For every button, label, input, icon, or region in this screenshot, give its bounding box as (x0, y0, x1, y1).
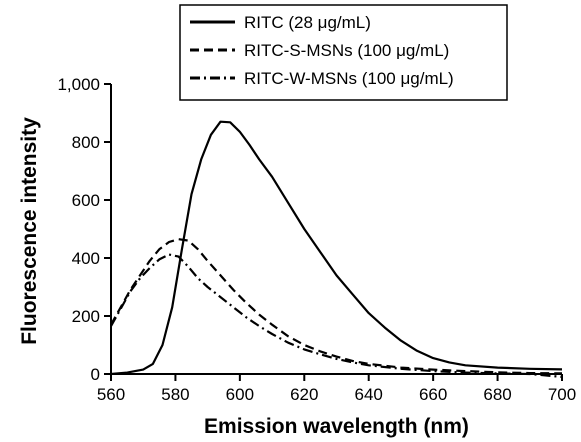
y-axis-title: Fluorescence intensity (18, 117, 41, 345)
x-tick-label: 640 (355, 385, 383, 404)
y-tick-label: 0 (91, 365, 100, 384)
y-tick-label: 200 (72, 307, 100, 326)
legend: RITC (28 μg/mL) RITC-S-MSNs (100 μg/mL) RI… (179, 4, 508, 101)
x-ticks: 560 580 600 620 640 660 680 700 (97, 374, 576, 404)
series-line-2 (110, 238, 563, 375)
x-tick-label: 580 (161, 385, 189, 404)
legend-label-2: RITC-S-MSNs (100 μg/mL) (244, 41, 449, 60)
legend-label-3: RITC-W-MSNs (100 μg/mL) (244, 69, 454, 88)
x-tick-label: 680 (483, 385, 511, 404)
series-line-3 (110, 253, 563, 378)
y-tick-label: 800 (72, 133, 100, 152)
y-tick-label: 400 (72, 249, 100, 268)
x-tick-label: 620 (290, 385, 318, 404)
series-line-1 (110, 120, 563, 376)
y-ticks: 0 200 400 600 800 1,000 (57, 75, 111, 384)
x-tick-label: 560 (97, 385, 125, 404)
plot-lines (110, 120, 563, 378)
x-tick-label: 600 (226, 385, 254, 404)
x-tick-label: 700 (548, 385, 576, 404)
y-tick-label: 1,000 (57, 75, 100, 94)
legend-label-1: RITC (28 μg/mL) (244, 13, 371, 32)
x-tick-label: 660 (419, 385, 447, 404)
x-axis-title: Emission wavelength (nm) (204, 415, 469, 438)
axes (110, 84, 562, 375)
y-tick-label: 600 (72, 191, 100, 210)
